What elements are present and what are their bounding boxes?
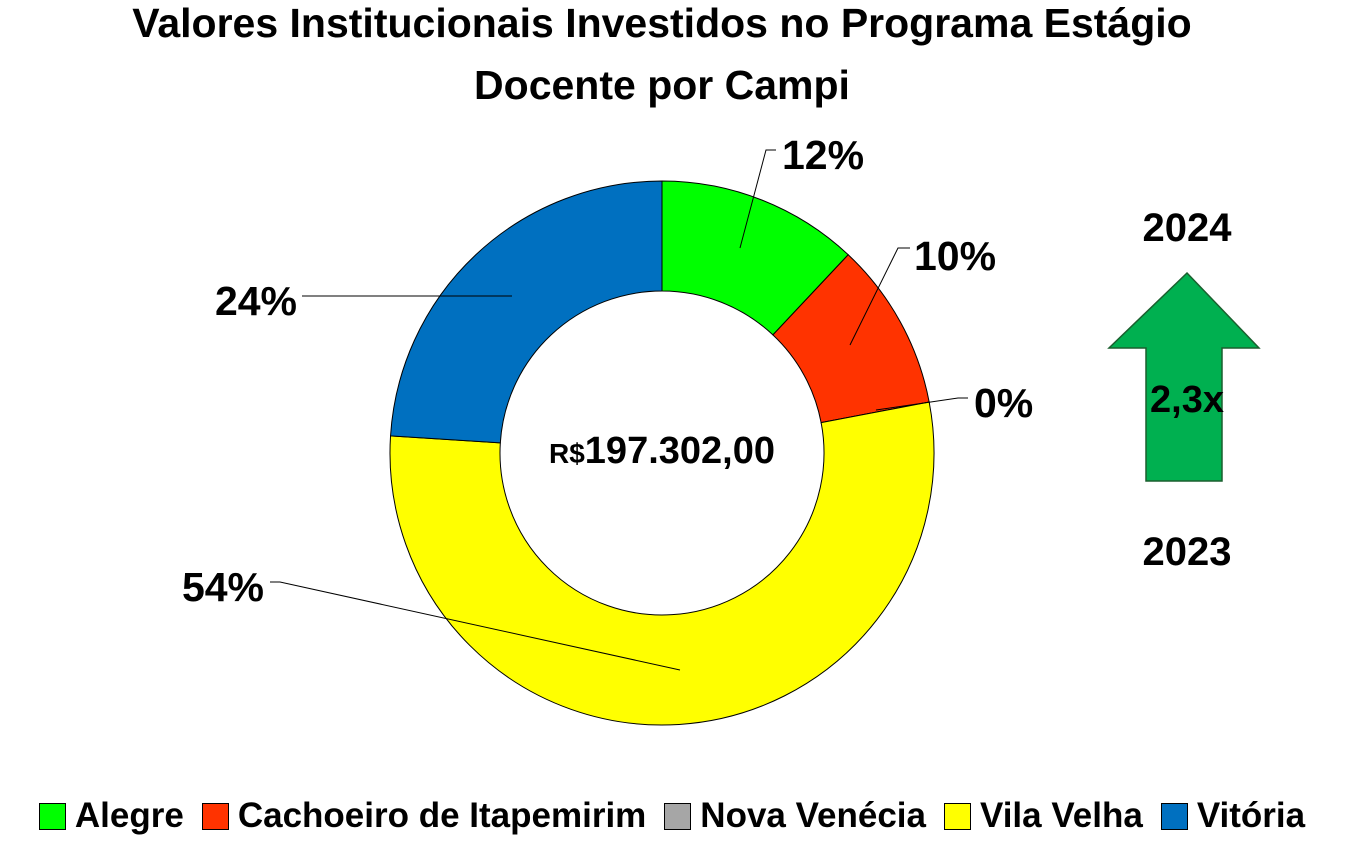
chart-title-line-2: Docente por Campi — [474, 62, 850, 108]
leader-line-vila-velha — [270, 581, 681, 671]
donut-slice-vila-velha — [389, 401, 935, 726]
multiplier-label: 2,3x — [1150, 379, 1224, 421]
legend-label-alegre: Alegre — [74, 796, 184, 835]
legend-label-nova-venecia: Nova Venécia — [700, 796, 926, 835]
year-bottom-label: 2023 — [1143, 530, 1232, 574]
legend-item-vila-velha: Vila Velha — [944, 796, 1143, 836]
center-currency-prefix: R$ — [549, 438, 585, 469]
legend-swatch-alegre — [38, 802, 66, 830]
chart-title-line-1: Valores Institucionais Investidos no Pro… — [132, 0, 1191, 46]
legend-swatch-cachoeiro — [201, 802, 229, 830]
data-label-alegre: 12% — [782, 132, 864, 178]
donut-slice-vitoria — [390, 180, 663, 444]
legend-label-cachoeiro: Cachoeiro de Itapemirim — [237, 796, 647, 835]
legend-item-vitoria: Vitória — [1160, 796, 1306, 836]
leader-lines — [270, 149, 968, 671]
legend-item-nova-venecia: Nova Venécia — [664, 796, 926, 836]
leader-line-alegre — [739, 149, 776, 249]
center-total-value: 197.302,00 — [585, 430, 775, 472]
data-label-vila-velha: 54% — [182, 564, 264, 610]
chart-legend: Alegre Cachoeiro de Itapemirim Nova Vené… — [0, 796, 1346, 836]
center-total-label: R$197.302,00 — [549, 430, 775, 472]
data-label-cachoeiro: 10% — [914, 233, 996, 279]
up-arrow-icon — [1107, 271, 1261, 482]
legend-item-cachoeiro: Cachoeiro de Itapemirim — [201, 796, 647, 836]
legend-swatch-vitoria — [1160, 802, 1188, 830]
data-label-nova-venecia: 0% — [974, 380, 1033, 426]
data-label-vitoria: 24% — [215, 278, 297, 324]
legend-swatch-nova-venecia — [664, 802, 692, 830]
legend-swatch-vila-velha — [944, 802, 971, 830]
leader-line-nova-venecia — [875, 397, 968, 411]
donut-slices — [389, 180, 935, 726]
donut-chart: Valores Institucionais Investidos no Pro… — [132, 0, 1261, 726]
year-top-label: 2024 — [1143, 206, 1233, 250]
legend-item-alegre: Alegre — [38, 796, 184, 836]
legend-label-vila-velha: Vila Velha — [980, 796, 1143, 835]
leader-line-cachoeiro — [849, 247, 910, 346]
legend-label-vitoria: Vitória — [1196, 796, 1306, 835]
